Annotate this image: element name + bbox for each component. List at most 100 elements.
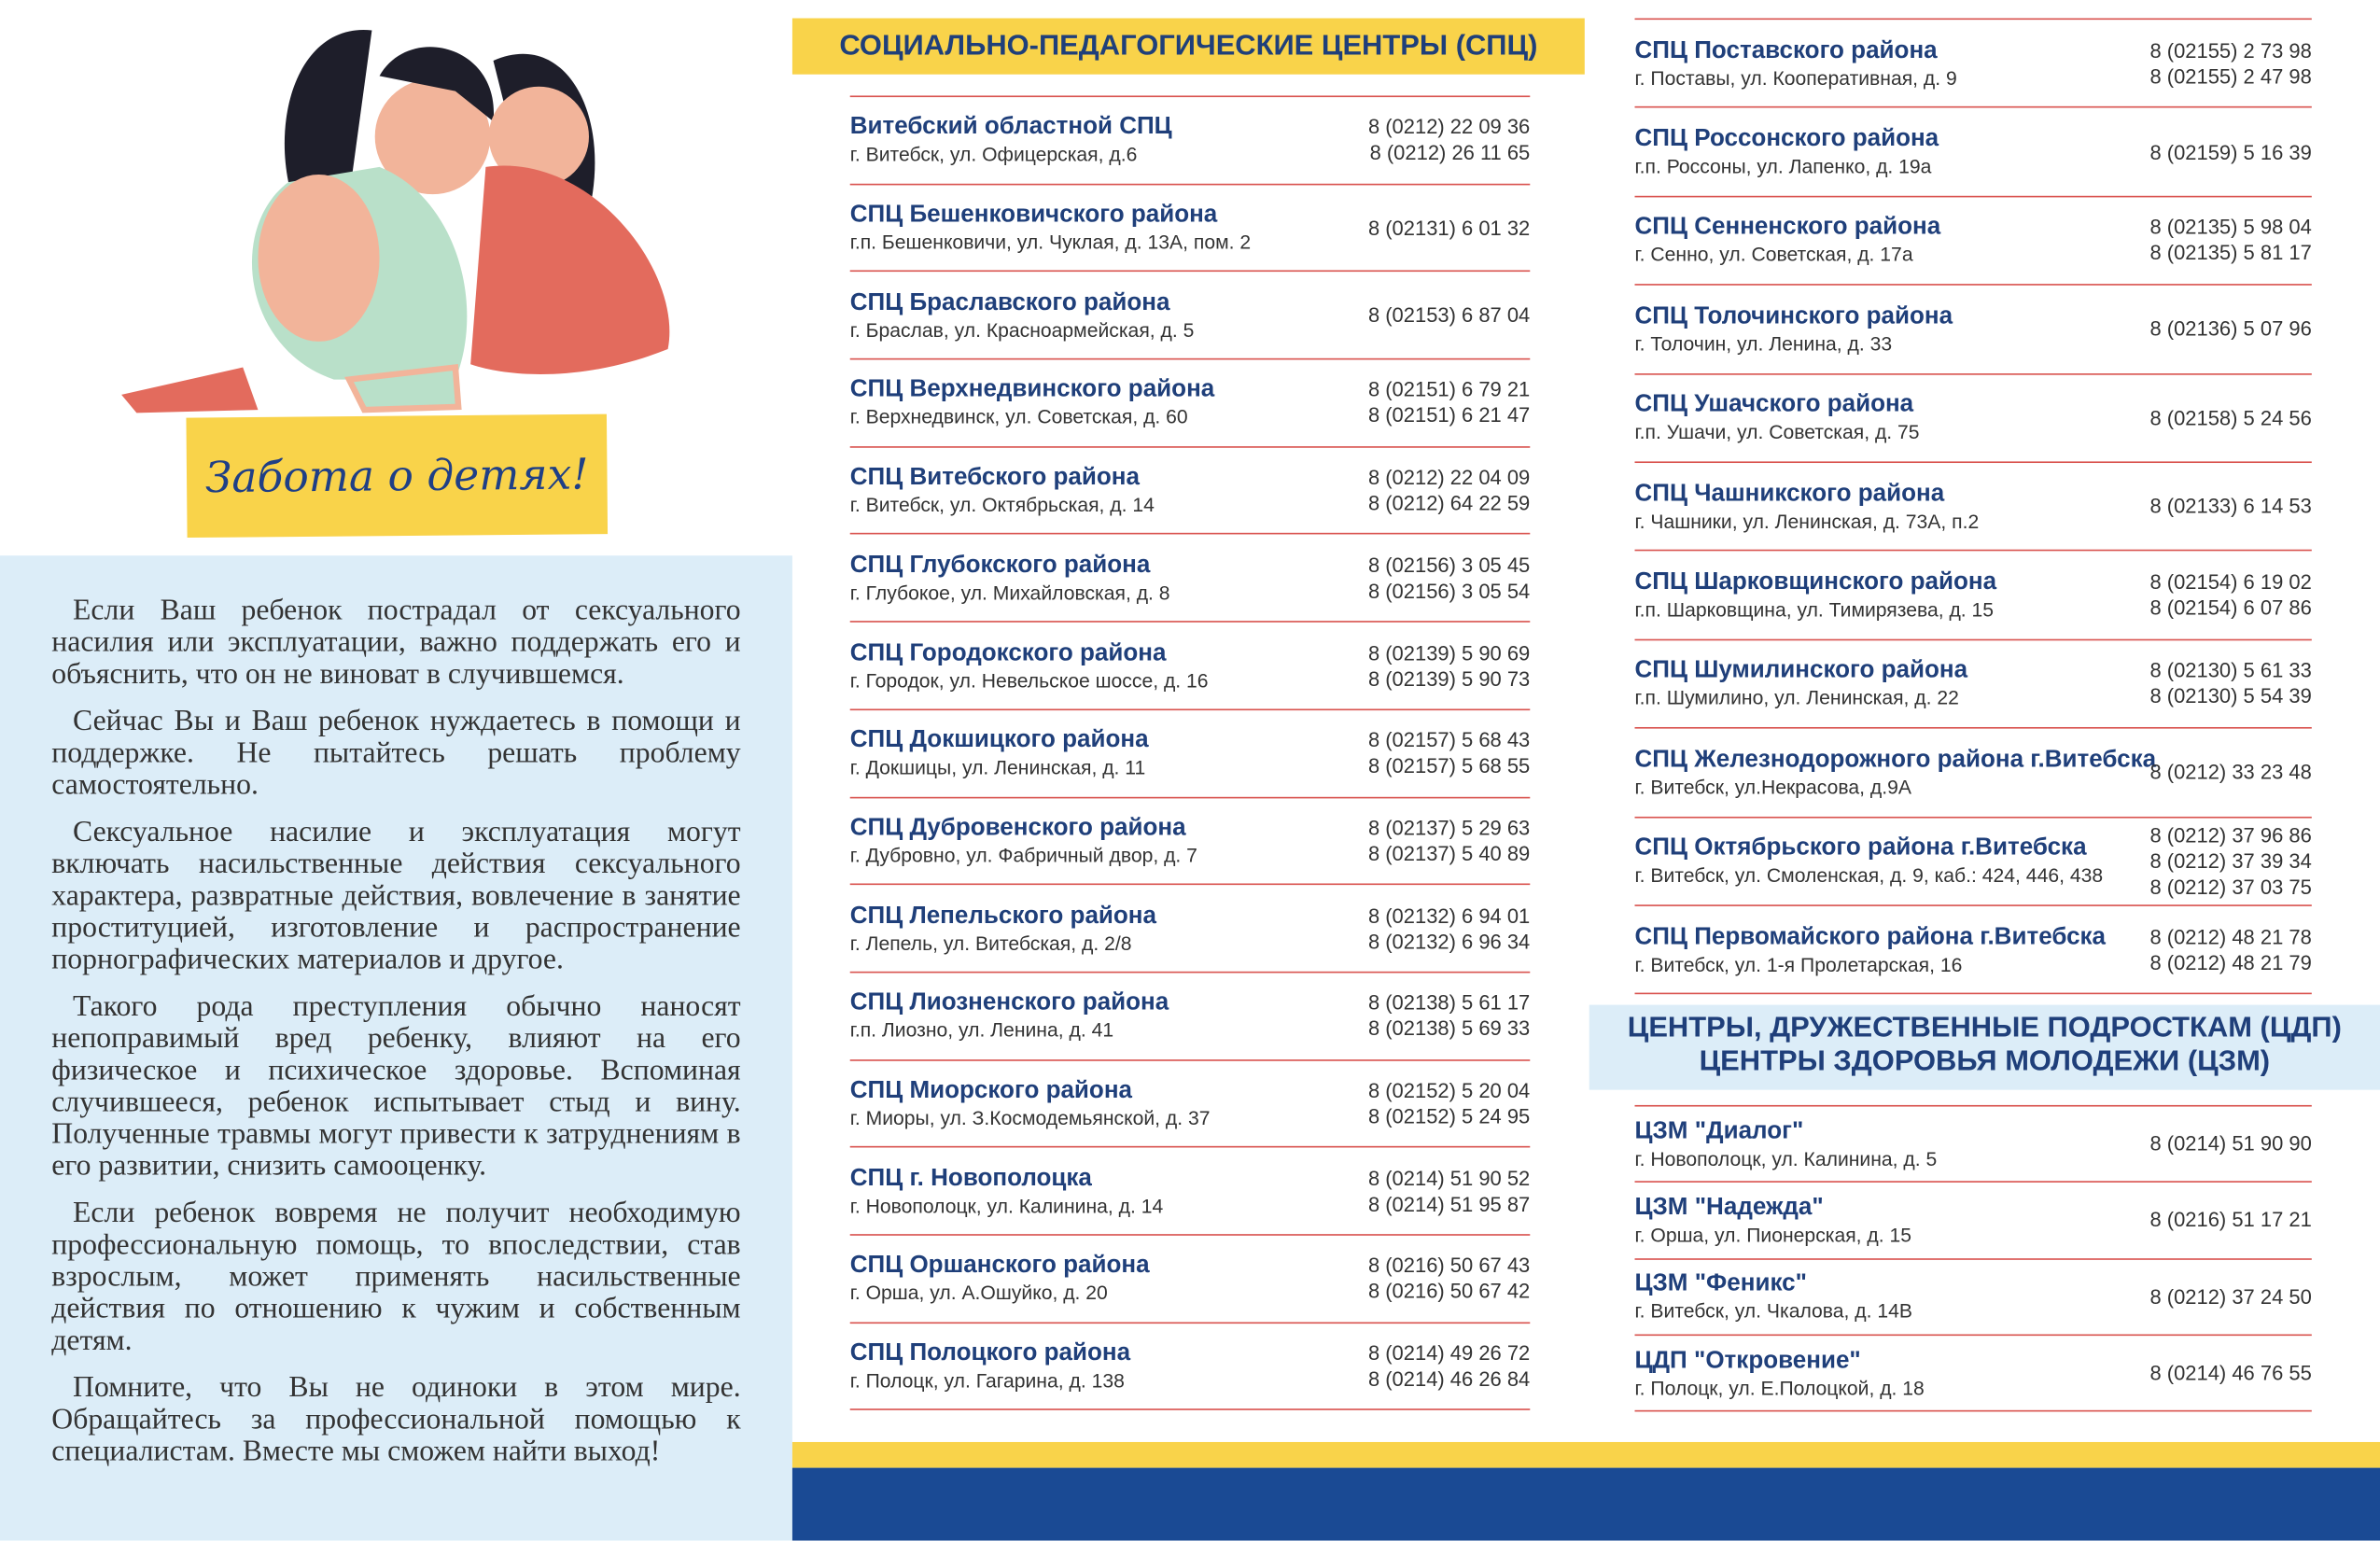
entry-name: СПЦ Полоцкого района: [849, 1340, 1131, 1366]
contact-entry: СПЦ Лепельского района г. Лепель, ул. Вит…: [849, 886, 1531, 974]
contact-entry: СПЦ Октябрьского района г.Витебска г. Вит…: [1634, 818, 2312, 906]
entry-phones: 8 (02132) 6 94 01 8 (02132) 6 96 34: [1362, 903, 1530, 954]
entry-info: ЦЗМ "Надежда" г. Орша, ул. Пионерская, д.…: [1635, 1193, 2144, 1248]
entry-address: г. Полоцк, ул. Гагарина, д. 138: [849, 1369, 1125, 1393]
entry-name: СПЦ Ушачского района: [1634, 392, 1914, 418]
entry-address: г. Орша, ул. А.Ошуйко, д. 20: [849, 1282, 1108, 1305]
phone: 8 (02135) 5 81 17: [2149, 242, 2312, 265]
paragraph: Такого рода преступления обычно наносят …: [51, 990, 741, 1183]
entry-address: г. Лепель, ул. Витебская, д. 2/8: [849, 931, 1132, 955]
entry-phones: 8 (02139) 5 90 69 8 (02139) 5 90 73: [1362, 640, 1530, 692]
phone: 8 (02152) 5 20 04: [1367, 1079, 1531, 1102]
entry-address: г. Полоцк, ул. Е.Полоцкой, д. 18: [1634, 1376, 1925, 1399]
entry-address: г. Дубровно, ул. Фабричный двор, д. 7: [849, 844, 1197, 867]
contact-entry: СПЦ Поставского района г. Поставы, ул. Ко…: [1634, 20, 2312, 109]
contact-entry: ЦЗМ "Диалог" г. Новополоцк, ул. Калинина,…: [1634, 1107, 2312, 1184]
paragraph: Если ребенок вовремя не получит необходи…: [51, 1198, 741, 1357]
entry-name: СПЦ Первомайского района г.Витебска: [1634, 923, 2107, 950]
entry-name: СПЦ Бешенковичского района: [849, 202, 1218, 228]
entry-phones: 8 (02154) 6 19 02 8 (02154) 6 07 86: [2144, 569, 2311, 621]
entry-name: СПЦ г. Новополоцка: [849, 1165, 1092, 1192]
left-panel: [0, 555, 792, 1541]
entry-phones: 8 (0214) 51 90 52 8 (0214) 51 95 87: [1362, 1166, 1530, 1217]
phone: 8 (0212) 22 04 09: [1367, 466, 1531, 489]
paragraph: Если Ваш ребенок пострадал от сексуально…: [51, 595, 741, 691]
entry-address: г. Браслав, ул. Красноармейская, д. 5: [849, 318, 1195, 342]
contact-entry: СПЦ Витебского района г. Витебск, ул. Окт…: [849, 447, 1531, 536]
entry-phones: 8 (02135) 5 98 04 8 (02135) 5 81 17: [2144, 215, 2312, 266]
entry-phones: 8 (0212) 22 09 36 8 (0212) 26 11 65: [1362, 115, 1530, 166]
phone: 8 (0214) 51 90 52: [1367, 1167, 1531, 1190]
contact-entry: СПЦ Дубровенского района г. Дубровно, ул.…: [849, 798, 1531, 886]
entry-info: СПЦ Чашникского района г. Чашники, ул. Ле…: [1635, 479, 2144, 534]
phone: 8 (02158) 5 24 56: [2149, 406, 2312, 429]
entry-phones: 8 (02138) 5 61 17 8 (02138) 5 69 33: [1362, 990, 1530, 1042]
phone: 8 (02136) 5 07 96: [2149, 317, 2312, 341]
phone: 8 (0216) 51 17 21: [2149, 1209, 2312, 1232]
entry-address: г. Новополоцк, ул. Калинина, д. 5: [1634, 1146, 1938, 1170]
entry-name: СПЦ Железнодорожного района г.Витебска: [1634, 746, 2157, 773]
entry-info: СПЦ Ушачского района г.п. Ушачи, ул. Сове…: [1635, 390, 2144, 445]
phone: 8 (02153) 6 87 04: [1367, 303, 1531, 328]
entry-phones: 8 (0214) 49 26 72 8 (0214) 46 26 84: [1362, 1340, 1530, 1392]
phone: 8 (0214) 46 76 55: [2149, 1361, 2312, 1385]
entry-name: СПЦ Толочинского района: [1634, 303, 1953, 329]
entry-name: СПЦ Верхнедвинского района: [849, 377, 1215, 403]
divider: [1634, 18, 2312, 21]
contact-entry: СПЦ Миорского района г. Миоры, ул. З.Косм…: [849, 1060, 1531, 1149]
phone: 8 (02138) 5 61 17: [1367, 991, 1531, 1015]
entry-address: г. Поставы, ул. Кооперативная, д. 9: [1634, 66, 1957, 90]
contact-entry: СПЦ Оршанского района г. Орша, ул. А.Ошуй…: [849, 1236, 1531, 1324]
entry-info: СПЦ Докшицкого района г. Докшицы, ул. Лен…: [850, 726, 1363, 781]
entry-info: СПЦ Браславского района г. Браслав, ул. К…: [850, 288, 1363, 343]
phone: 8 (0214) 49 26 72: [1367, 1341, 1531, 1366]
phone: 8 (02157) 5 68 43: [1367, 728, 1531, 752]
contact-entry: ЦДП "Откровение" г. Полоцк, ул. Е.Полоцко…: [1634, 1336, 2312, 1412]
entry-address: г.п. Бешенковичи, ул. Чуклая, д. 13А, по…: [849, 231, 1252, 254]
entry-info: СПЦ Первомайского района г.Витебска г. Ви…: [1635, 922, 2144, 977]
entry-info: СПЦ Россонского района г.п. Россоны, ул. …: [1635, 124, 2144, 179]
phone: 8 (02132) 6 94 01: [1367, 904, 1531, 928]
phone: 8 (0214) 51 90 90: [2149, 1132, 2312, 1156]
entry-address: г. Глубокое, ул. Михайловская, д. 8: [849, 581, 1170, 605]
entry-address: г. Толочин, ул. Ленина, д. 33: [1634, 331, 1893, 356]
phone: 8 (02159) 5 16 39: [2149, 140, 2312, 163]
contact-entry: СПЦ Сенненского района г. Сенно, ул. Сове…: [1634, 197, 2312, 287]
contact-entry: СПЦ Городокского района г. Городок, ул. Н…: [849, 623, 1531, 710]
entry-phones: 8 (0212) 48 21 78 8 (0212) 48 21 79: [2144, 924, 2311, 975]
illustration: [121, 30, 670, 413]
entry-address: г.п. Шарковщина, ул. Тимирязева, д. 15: [1634, 597, 1995, 622]
entry-info: СПЦ Поставского района г. Поставы, ул. Ко…: [1635, 36, 2144, 91]
entry-name: СПЦ Браславского района: [849, 289, 1170, 315]
entry-phones: 8 (02153) 6 87 04: [1362, 302, 1530, 329]
contact-entry: СПЦ Чашникского района г. Чашники, ул. Ле…: [1634, 463, 2312, 552]
entry-address: г. Новополоцк, ул. Калинина, д. 14: [849, 1194, 1164, 1217]
contact-entry: СПЦ Толочинского района г. Толочин, ул. Л…: [1634, 286, 2312, 375]
entry-info: СПЦ Октябрьского района г.Витебска г. Вит…: [1635, 834, 2144, 889]
contact-entry: СПЦ Верхнедвинского района г. Верхнедвинс…: [849, 360, 1531, 448]
entry-name: СПЦ Поставского района: [1634, 37, 1938, 63]
phone: 8 (02130) 5 54 39: [2149, 685, 2312, 708]
entry-name: СПЦ Сенненского района: [1634, 215, 1941, 241]
entry-address: г. Сенно, ул. Советская, д. 17а: [1634, 243, 1913, 267]
entry-phones: 8 (02159) 5 16 39: [2144, 139, 2312, 165]
entry-info: СПЦ Оршанского района г. Орша, ул. А.Ошуй…: [850, 1252, 1363, 1307]
entry-info: СПЦ Железнодорожного района г.Витебска г.…: [1634, 745, 2157, 800]
phone: 8 (02151) 6 79 21: [1367, 378, 1531, 402]
phone: 8 (0212) 26 11 65: [1369, 141, 1531, 165]
phone: 8 (02151) 6 21 47: [1367, 404, 1531, 427]
phone: 8 (0212) 37 24 50: [2149, 1285, 2312, 1309]
divider: [849, 95, 1531, 98]
entry-address: г. Чашники, ул. Ленинская, д. 73А, п.2: [1634, 509, 1980, 533]
footer-stripe: [791, 1441, 2380, 1468]
entry-address: г.п. Ушачи, ул. Советская, д. 75: [1634, 420, 1920, 444]
entry-info: Витебский областной СПЦ г. Витебск, ул. О…: [850, 113, 1363, 168]
phone: 8 (02131) 6 01 32: [1367, 216, 1531, 240]
entry-address: г. Верхнедвинск, ул. Советская, д. 60: [849, 405, 1188, 429]
phone: 8 (0212) 64 22 59: [1367, 492, 1531, 515]
entry-name: СПЦ Дубровенского района: [849, 815, 1186, 841]
entry-phones: 8 (0212) 33 23 48: [2144, 760, 2311, 786]
phone: 8 (02139) 5 90 73: [1367, 666, 1531, 691]
